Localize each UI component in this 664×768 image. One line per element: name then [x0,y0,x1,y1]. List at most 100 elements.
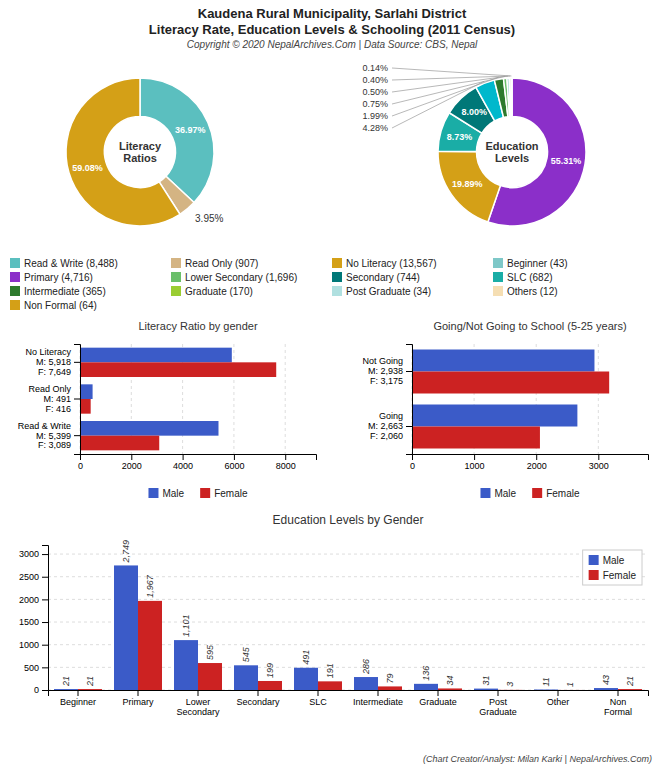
legend-label: Male [494,488,516,499]
bar [80,421,218,436]
tick-mark [558,690,559,696]
slice [509,78,511,116]
data-label: 1 [565,682,575,687]
tick-mark [42,645,48,646]
bars [412,350,609,449]
legend-swatch [171,272,181,282]
bar-chart: Education Levels by Gender212,7491,10154… [19,513,649,717]
axis-line [49,691,649,697]
tick-mark [406,371,412,372]
bar [174,640,198,690]
grid [48,554,648,690]
legend-label: Male [162,488,184,499]
tick: GoingM: 2,663F: 2,060 [368,411,412,441]
legend-item: No Literacy (13,567) [332,258,437,269]
bar [618,689,642,690]
bar [534,689,558,690]
data-label: 34 [445,675,455,685]
slice [438,151,500,222]
tick-label: Not GoingM: 2,938F: 3,175 [362,356,403,386]
tick: Secondary [236,690,280,707]
data-label: 0.14% [362,63,388,73]
tick: No LiteracyM: 5,918F: 7,649 [25,347,80,377]
tick: Other [547,690,570,707]
slice [66,78,180,226]
legend-swatch [493,272,503,282]
legend-label: Post Graduate (34) [346,286,431,297]
bar [412,427,540,449]
tick-mark [42,599,48,600]
tick-label: No LiteracyM: 5,918F: 7,649 [25,347,71,377]
grid-line [233,344,234,454]
legend-item: Male [148,488,184,499]
legend: Male Female [480,488,579,499]
tick-label: Beginner [60,697,96,707]
tick-label: 500 [24,663,39,673]
bars [54,565,642,690]
background [0,0,664,768]
bar [558,689,582,690]
legend-item: Female [532,488,580,499]
tick-label: NonFormal [604,697,632,717]
grid [412,344,598,454]
legend-swatch [589,570,599,580]
bar [412,350,594,372]
tick-mark [318,690,319,696]
tick-mark [198,690,199,696]
tick-label: Read OnlyM: 491F: 416 [28,384,71,414]
data-label: 0.75% [362,99,388,109]
page: Kaudena Rural Municipality, Sarlahi Dist… [0,0,664,768]
legend-item: Beginner (43) [493,258,568,269]
tick-mark [42,554,48,555]
tick-mark [438,690,439,696]
tick: Read OnlyM: 491F: 416 [28,384,80,414]
tick-mark [498,690,499,696]
tick-label: Secondary [236,697,280,707]
grid-line [598,344,599,454]
tick: 1500 [19,617,48,627]
tick: 3000 [589,454,609,471]
legend-item: Male [589,555,625,566]
data-label: 11 [541,677,551,686]
bar [438,688,462,690]
tick-mark [131,454,132,460]
legend-item: Graduate (170) [171,286,253,297]
tick-label: 4000 [173,461,193,471]
tick: 1000 [465,454,485,471]
data-label: 2,749 [121,540,131,564]
grid-line [285,344,286,454]
legend-swatch [171,258,181,268]
tick-mark [618,690,619,696]
legend-swatch [589,555,599,565]
tick-label: Intermediate [353,697,403,707]
chart-title: LiteracyRatios [119,140,162,164]
bar [258,681,282,690]
tick-label: 3000 [589,461,609,471]
axis: 050010001500200025003000 [19,546,49,696]
leader-line [392,68,511,76]
bar [80,399,91,414]
legend-item: Primary (4,716) [10,272,93,283]
legend-label: Others (12) [507,286,558,297]
tick-mark [183,454,184,460]
tick-label: 6000 [224,461,244,471]
bar [594,688,618,690]
data-label: 199 [265,663,275,678]
legend-label: Female [603,570,637,581]
legend-swatch [10,272,20,282]
bar [498,689,522,690]
pie-chart: 36.97%59.08%3.95%LiteracyRatios [66,78,224,226]
legend-swatch [10,286,20,296]
tick: 500 [24,663,48,673]
tick: 0 [78,454,83,471]
tick: Beginner [60,690,96,707]
legend: Read & Write (8,488)Read Only (907)No Li… [10,258,568,311]
chart-title: EducationLevels [485,140,538,164]
tick-label: SLC [309,697,327,707]
data-label: 3 [505,682,515,687]
data-label: 1,101 [181,615,191,638]
data-label: 491 [301,650,311,665]
data-label: 43 [601,675,611,685]
tick: 2000 [527,454,547,471]
data-label: 1,967 [145,574,155,598]
